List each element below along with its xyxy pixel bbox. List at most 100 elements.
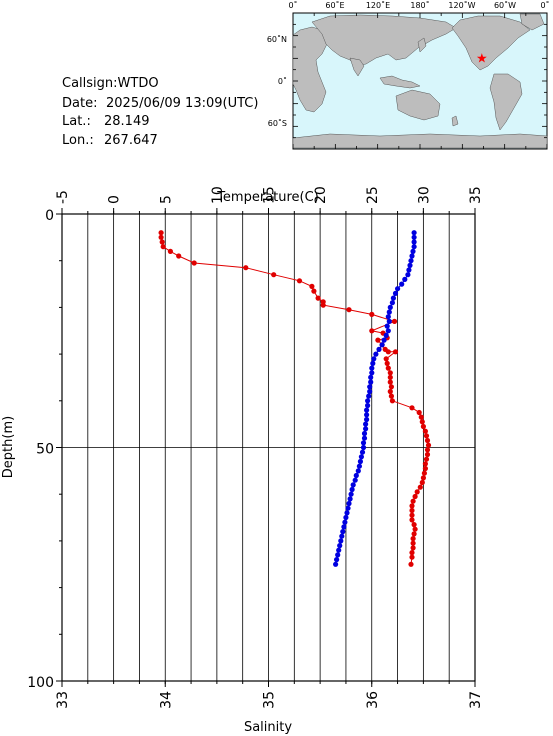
lon-value: 267.647 [104,133,158,148]
temperature-point [422,461,428,467]
temperature-point [387,379,393,385]
land-newzealand [451,115,459,127]
temperature-point [411,531,417,537]
temperature-point [296,278,303,284]
depth-tick-label: 0 [45,208,54,224]
salinity-point [406,267,412,273]
temperature-point [420,475,426,481]
salinity-point [369,365,375,371]
salinity-point [344,510,350,516]
depth-tick-labels: 0 50 100 [27,208,54,691]
salinity-point [352,477,358,483]
temperature-point [425,442,432,448]
depth-tick-label: 100 [27,675,54,691]
temperature-point [311,288,317,294]
salinity-point [361,430,368,437]
salinity-point [355,468,361,474]
salinity-point [411,239,417,245]
temperature-point [369,311,375,317]
station-info: Callsign:WTDO Date: 2025/06/09 13:09(UTC… [62,76,258,148]
salinity-point [365,398,371,404]
salinity-point [392,290,399,296]
temperature-point [424,437,431,444]
temperature-point [385,349,391,355]
temperature-tick-label: 0 [107,195,123,204]
salinity-point [411,244,417,250]
salinity-point [337,543,343,549]
temperature-point [409,405,415,411]
land-asia [311,14,457,67]
temperature-point [410,498,416,504]
salinity-point [407,262,413,268]
map-top-labels: 0˚ 60˚E 120˚E 180˚ 120˚W 60˚W 0˚ [288,0,549,10]
land-australia [395,89,441,121]
temperature-point [410,536,416,542]
salinity-point [361,435,368,441]
date-value: 2025/06/09 13:09(UTC) [106,96,258,111]
land-india [349,57,365,77]
salinity-point [368,374,374,380]
salinity-point [333,561,339,567]
temperature-tick-label: 35 [468,186,484,204]
temperature-point [422,428,428,434]
temperature-point [409,554,415,560]
salinity-point [367,388,373,395]
map-lon-label: 120˚W [448,0,475,10]
salinity-point [335,552,341,558]
temperature-point [385,365,391,371]
temperature-tick-label: 20 [313,186,329,204]
salinity-point [357,458,363,465]
salinity-point [389,300,395,306]
depth-tick-label: 50 [36,442,54,458]
temperature-tick-label: 10 [210,186,226,204]
salinity-point [386,318,392,324]
temperature-point [388,393,394,399]
salinity-tick-label: 35 [262,691,278,709]
temperature-point [412,526,418,532]
map-lat-label: 60˚S [268,118,287,128]
map-lon-label: 0˚ [288,0,297,10]
salinity-point [341,524,347,530]
temperature-point [419,479,425,486]
temperature-point [369,328,375,334]
salinity-point [364,412,370,418]
depth-axis-title: Depth(m) [1,416,16,478]
temperature-point [412,493,418,500]
temperature-point [424,447,431,453]
salinity-point [338,538,344,544]
salinity-point [353,472,359,479]
salinity-point [387,304,393,310]
salinity-tick-labels: 33 34 35 36 37 [55,691,484,709]
salinity-tick-label: 37 [468,691,484,709]
salinity-point [369,370,375,376]
salinity-point [356,463,362,469]
salinity-point [408,258,414,264]
salinity-point [370,360,376,366]
world-map: 0˚ 60˚E 120˚E 180˚ 120˚W 60˚W 0˚ 60˚N 0˚… [267,0,550,150]
salinity-point [364,407,370,413]
temperature-point [387,374,393,380]
temperature-tick-label: 25 [365,186,381,204]
salinity-axis-title: Salinity [244,720,292,735]
map-lon-label: 120˚E [366,0,390,10]
date-label: Date: [62,96,97,111]
temperature-point [375,337,381,343]
salinity-point [349,486,355,493]
temperature-point [418,414,424,420]
temperature-point [410,545,416,551]
temperature-point [315,295,321,301]
temperature-point [409,503,415,509]
temperature-axis-title: Temperature(C) [216,190,319,205]
map-lon-label: 60˚E [325,0,344,10]
temperature-point [383,356,389,362]
map-left-labels: 60˚N 0˚ 60˚S [267,34,287,128]
temperature-tick-label: -5 [55,190,71,204]
temperature-point [410,540,416,546]
temperature-point [419,419,425,425]
temperature-point [409,507,415,514]
salinity-point [365,402,371,409]
salinity-point [411,230,417,236]
series-points [158,230,432,567]
salinity-point [350,482,356,488]
